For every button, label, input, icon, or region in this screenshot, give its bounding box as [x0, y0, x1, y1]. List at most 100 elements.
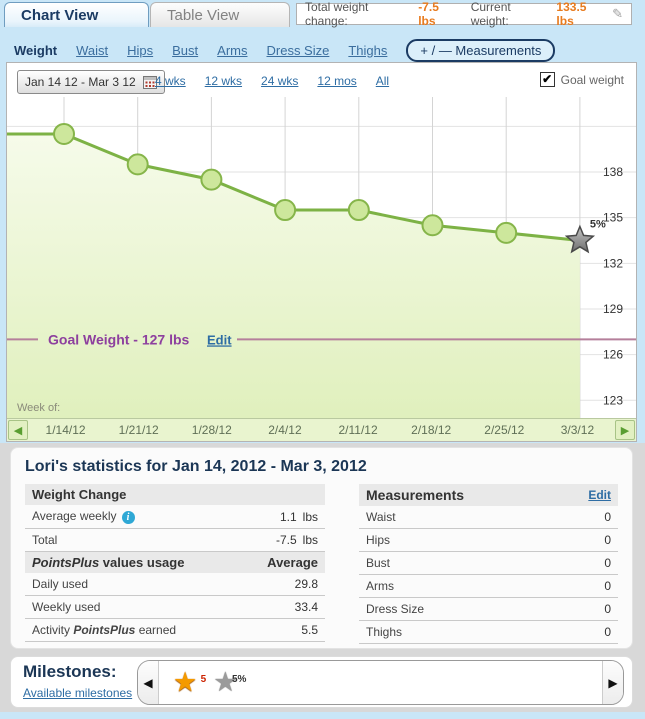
tab-chart-view-label: Chart View — [21, 7, 99, 24]
weight-change-header: Weight Change — [25, 484, 325, 505]
row-value: 5.5 — [301, 623, 318, 637]
milestone-star-5percent[interactable]: ★ 5% — [213, 667, 246, 697]
table-row: Daily used 29.8 — [25, 573, 325, 596]
table-row: Total -7.5 lbs — [25, 529, 325, 552]
row-value: 1.1 lbs — [279, 509, 318, 524]
weight-data-point[interactable] — [421, 214, 444, 237]
milestone-star-5lbs[interactable]: ★ 5 — [173, 667, 206, 697]
goal-weight-label: Goal Weight - 127 lbs — [48, 331, 190, 347]
goal-weight-toggle: ✔ Goal weight — [539, 72, 624, 87]
pencil-icon[interactable]: ✎ — [612, 6, 623, 21]
weight-chart: Goal Weight - 127 lbs Edit 5% 138 135 132 129 1… — [7, 97, 636, 418]
table-row: Weekly used 33.4 — [25, 596, 325, 619]
calendar-icon — [142, 75, 157, 89]
row-label: Weekly used — [32, 600, 101, 614]
milestones-heading: Milestones: — [23, 662, 117, 681]
goal-weight-edit-link[interactable]: Edit — [207, 332, 232, 347]
pointsplus-header: PointsPlus values usage Average — [25, 552, 325, 573]
weight-change-header-label: Weight Change — [32, 487, 127, 502]
tab-table-view-label: Table View — [167, 7, 240, 24]
range-link-12-mos[interactable]: 12 mos — [317, 74, 357, 88]
row-label: Thighs — [366, 625, 403, 639]
x-axis-date-label: 1/14/12 — [45, 423, 86, 437]
row-label: Bust — [366, 556, 391, 570]
weight-chart-svg: Goal Weight - 127 lbs Edit 5% 138 135 132 129 1… — [7, 97, 636, 418]
nav-item-waist[interactable]: Waist — [76, 42, 109, 58]
weight-data-point[interactable] — [53, 122, 75, 145]
star-badge: 5 — [200, 674, 207, 685]
tab-chart-view[interactable]: Chart View — [4, 2, 149, 27]
statistics-panel: Lori's statistics for Jan 14, 2012 - Mar… — [10, 447, 633, 649]
table-row: Average weekly i 1.1 lbs — [25, 505, 325, 529]
date-range-button[interactable]: Jan 14 12 - Mar 3 12 — [17, 70, 165, 94]
chart-xaxis-band: ◀ 1/14/12 1/21/12 1/28/12 2/4/12 2/11/12 2/18… — [7, 418, 636, 441]
range-link-24-wks[interactable]: 24 wks — [261, 74, 299, 88]
statistics-heading: Lori's statistics for Jan 14, 2012 - Mar… — [25, 458, 367, 475]
star-icon: ★ — [213, 667, 238, 697]
x-axis-date-label: 1/28/12 — [191, 423, 232, 437]
weight-area-fill — [7, 133, 580, 418]
pointsplus-table: Daily used 29.8 Weekly used 33.4 Activity Po… — [25, 573, 325, 642]
nav-item-thighs[interactable]: Thighs — [348, 42, 388, 58]
row-value: 29.8 — [294, 577, 318, 591]
row-label: Activity PointsPlus earned — [32, 623, 177, 637]
y-axis-tick-label: 132 — [603, 256, 623, 270]
add-remove-measurements-button[interactable]: + / — Measurements — [406, 38, 556, 62]
range-link-all[interactable]: All — [375, 74, 390, 88]
chart-scroll-left-icon[interactable]: ◀ — [8, 420, 28, 440]
row-value: 0 — [604, 533, 611, 547]
nav-item-dress-size[interactable]: Dress Size — [266, 42, 330, 58]
current-weight-label: Current weight: — [470, 0, 511, 28]
table-row: Arms 0 — [359, 575, 618, 598]
star-icon: ★ — [173, 667, 198, 697]
measurements-table: Waist 0 Hips 0 Bust 0 Arms 0 Dress Size 0 Thighs 0 — [359, 506, 618, 644]
info-icon[interactable]: i — [121, 511, 135, 524]
y-axis-tick-label: 135 — [603, 211, 623, 225]
weight-data-point[interactable] — [200, 168, 223, 191]
milestones-scroll-left-icon[interactable]: ◀ — [138, 661, 159, 704]
x-axis-date-label: 3/3/12 — [560, 423, 595, 437]
nav-item-weight[interactable]: Weight — [14, 42, 58, 58]
tab-table-view[interactable]: Table View — [150, 2, 290, 27]
row-value: -7.5 lbs — [275, 533, 318, 547]
date-range-label: Jan 14 12 - Mar 3 12 — [25, 75, 136, 89]
weight-data-point[interactable] — [126, 153, 149, 176]
milestones-scroll-right-icon[interactable]: ▶ — [602, 661, 623, 704]
nav-item-bust[interactable]: Bust — [172, 42, 199, 58]
available-milestones-link[interactable]: Available milestones — [23, 686, 133, 700]
weight-data-point[interactable] — [274, 199, 297, 222]
row-value: 0 — [604, 602, 611, 616]
y-axis-tick-label: 126 — [603, 348, 623, 362]
weight-summary-bar: Total weight change: -7.5 lbs Current we… — [296, 0, 632, 28]
chart-scroll-right-icon[interactable]: ▶ — [615, 420, 635, 440]
row-label: Arms — [366, 579, 394, 593]
x-axis-date-label: 2/4/12 — [268, 423, 302, 437]
range-link-4-wks[interactable]: 4 wks — [155, 74, 186, 88]
milestones-panel: Milestones: Available milestones ◀ ★ 5 ★ 5%… — [10, 656, 633, 708]
milestone-marker-label: 5% — [590, 218, 606, 230]
x-axis-date-label: 1/21/12 — [118, 423, 159, 437]
y-axis-tick-label: 138 — [603, 165, 623, 179]
weight-data-point[interactable] — [495, 221, 518, 244]
weight-data-point[interactable] — [347, 199, 370, 222]
milestones-tray: ◀ ★ 5 ★ 5% ▶ — [137, 660, 624, 705]
total-weight-change-value: -7.5 lbs — [418, 0, 439, 28]
table-row: Thighs 0 — [359, 621, 618, 644]
nav-item-hips[interactable]: Hips — [127, 42, 154, 58]
range-link-12-wks[interactable]: 12 wks — [204, 74, 243, 88]
star-badge: 5% — [231, 674, 247, 685]
measurement-nav: Weight Waist Hips Bust Arms Dress Size Thighs … — [14, 38, 556, 62]
table-row: Hips 0 — [359, 529, 618, 552]
goal-weight-checkbox[interactable]: ✔ — [539, 72, 555, 87]
pointsplus-header-label: PointsPlus values usage — [32, 555, 185, 570]
measurements-edit-link[interactable]: Edit — [588, 488, 611, 502]
row-value: 33.4 — [294, 600, 318, 614]
nav-item-arms[interactable]: Arms — [217, 42, 248, 58]
total-weight-change-label: Total weight change: — [305, 0, 369, 28]
row-value: 0 — [604, 579, 611, 593]
row-value: 0 — [604, 556, 611, 570]
goal-weight-checkbox-label: Goal weight — [560, 72, 624, 87]
row-value: 0 — [604, 625, 611, 639]
milestone-star-marker[interactable] — [564, 224, 596, 254]
chart-panel: Jan 14 12 - Mar 3 12 4 wks 12 wks 24 wks 12… — [6, 62, 637, 442]
